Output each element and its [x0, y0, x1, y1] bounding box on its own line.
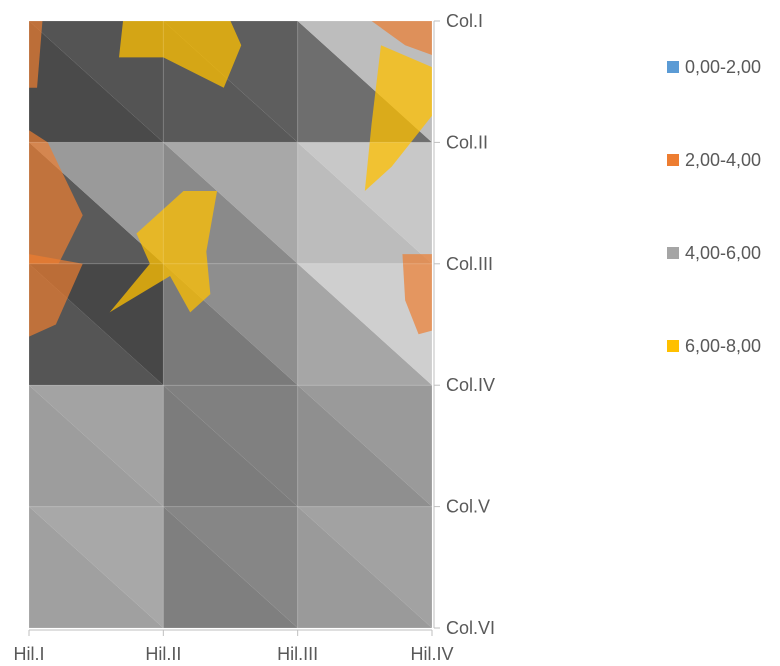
- y-tick-label: Col.III: [446, 254, 493, 274]
- surface-facet: [297, 142, 432, 264]
- x-tick-label: Hil.III: [277, 644, 318, 664]
- surface-facet: [163, 506, 298, 628]
- y-tick-label: Col.IV: [446, 375, 495, 395]
- y-tick-label: Col.V: [446, 497, 490, 517]
- surface-facet: [297, 506, 432, 628]
- contour-band-2-4: [402, 254, 432, 335]
- surface-facet: [297, 21, 432, 143]
- surface-facet: [29, 142, 164, 264]
- contour-band-2-4: [371, 21, 432, 55]
- surface-facet: [297, 385, 432, 507]
- surface-facet: [297, 385, 432, 507]
- y-tick-label: Col.II: [446, 132, 488, 152]
- legend: 0,00-2,00 2,00-4,00 4,00-6,00 6,00-8,00: [667, 57, 761, 356]
- y-tick-label: Col.VI: [446, 618, 495, 638]
- x-tick-label: Hil.II: [145, 644, 181, 664]
- contour-band-2-4: [29, 254, 83, 337]
- surface-facet: [297, 263, 432, 386]
- axes: Hil.I Hil.II Hil.III Hil.IV Col.I Col.II Col.I…: [14, 11, 496, 664]
- surface-facet: [29, 385, 164, 507]
- contour-band-6-8: [109, 190, 218, 313]
- contour-band-2-4: [29, 130, 83, 264]
- legend-swatch: [667, 247, 679, 259]
- contour-band-6-8: [364, 45, 432, 191]
- legend-swatch: [667, 154, 679, 166]
- surface-facet: [29, 506, 164, 628]
- x-tick-label: Hil.I: [14, 644, 45, 664]
- surface-facet: [163, 385, 298, 507]
- contour-band-6-8: [119, 21, 242, 88]
- surface-facet: [163, 263, 298, 386]
- surface-facet: [297, 506, 432, 628]
- surface-facet: [163, 142, 298, 264]
- surface-facet: [163, 506, 298, 628]
- plot-area: [29, 21, 432, 628]
- legend-label: 4,00-6,00: [685, 243, 761, 263]
- legend-swatch: [667, 61, 679, 73]
- contour-band-2-4: [29, 21, 43, 88]
- surface-facet: [163, 21, 298, 143]
- surface-facet: [297, 263, 432, 386]
- surface-facet: [163, 385, 298, 507]
- surface-facet: [29, 506, 164, 628]
- surface-facet: [29, 385, 164, 507]
- y-tick-label: Col.I: [446, 11, 483, 31]
- legend-label: 6,00-8,00: [685, 336, 761, 356]
- legend-label: 2,00-4,00: [685, 150, 761, 170]
- surface-facet: [297, 142, 432, 264]
- x-tick-label: Hil.IV: [410, 644, 453, 664]
- legend-swatch: [667, 340, 679, 352]
- legend-label: 0,00-2,00: [685, 57, 761, 77]
